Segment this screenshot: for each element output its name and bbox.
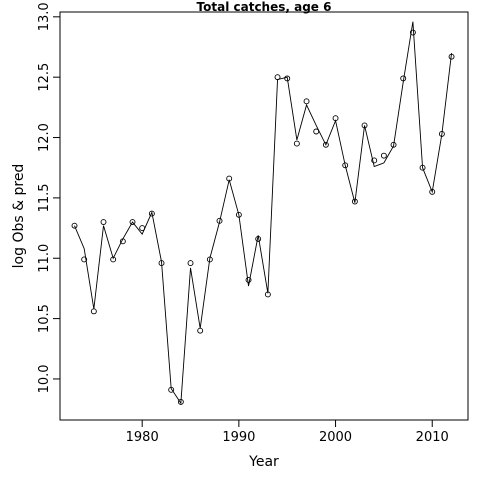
observed-point [197,327,204,334]
observed-point [380,152,387,159]
observed-point [100,219,107,225]
y-axis-label: log Obs & pred [11,164,27,269]
observed-point [90,308,97,315]
y-tick-label: 11.5 [37,183,52,212]
y-tick-label: 12.5 [37,63,52,92]
y-tick-label: 11.0 [37,244,52,273]
y-tick-label: 10.0 [37,364,52,393]
y-tick-label: 13.0 [37,2,52,31]
observed-point [303,98,310,105]
observed-point [71,222,78,229]
predicted-line [74,21,453,405]
y-axis: 10.0 10.5 11.0 11.5 12.0 12.5 13.0 [37,2,60,393]
x-tick-label: 2000 [319,430,352,445]
x-tick-label: 1980 [126,430,159,445]
y-tick-label: 10.5 [37,304,52,333]
observed-point [187,260,194,267]
plot-area [71,21,455,405]
x-axis-label: Year [248,454,279,470]
observed-point [313,128,320,135]
chart-title: Total catches, age 6 [197,0,332,14]
plot-frame [59,11,469,421]
observed-point [293,140,300,147]
x-tick-label: 1990 [222,430,255,445]
y-tick-label: 12.0 [37,123,52,152]
x-tick-label: 2010 [416,430,449,445]
x-axis: 1980 1990 2000 2010 [126,420,449,445]
